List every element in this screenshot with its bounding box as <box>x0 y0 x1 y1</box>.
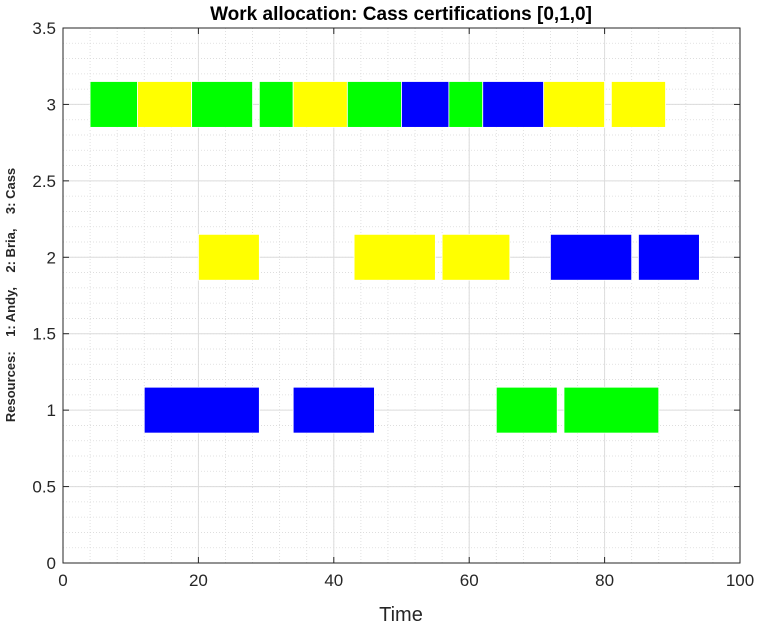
x-axis-label: Time <box>379 604 423 626</box>
task-bar-resource-2 <box>353 233 436 281</box>
task-bar-resource-1 <box>563 386 660 434</box>
task-bar-resource-3 <box>137 81 193 128</box>
task-bar-resource-3 <box>610 81 666 128</box>
task-bar-resource-2 <box>550 233 633 281</box>
task-bar-resource-3 <box>401 81 450 128</box>
task-bar-resource-3 <box>258 81 294 128</box>
y-tick-label: 1 <box>47 401 56 420</box>
task-bar-resource-3 <box>448 81 484 128</box>
task-bar-resource-2 <box>197 233 260 281</box>
y-tick-label: 3 <box>47 95 56 114</box>
plot-area-border <box>62 27 741 564</box>
y-tick-label: 3.5 <box>32 19 56 38</box>
task-bar-resource-1 <box>143 386 260 434</box>
chart-title: Work allocation: Cass certifications [0,… <box>210 4 592 25</box>
axis-ticks <box>62 27 741 564</box>
task-bar-resource-1 <box>495 386 558 434</box>
task-bar-resource-3 <box>482 81 545 128</box>
x-tick-label: 60 <box>460 571 479 590</box>
y-tick-label: 2.5 <box>32 172 56 191</box>
y-axis-label: Resources: 1: Andy, 2: Bria, 3: Cass <box>3 168 18 422</box>
x-tick-label: 20 <box>189 571 208 590</box>
task-bar-resource-2 <box>441 233 511 281</box>
task-bar-resource-3 <box>89 81 138 128</box>
task-bar-resource-3 <box>346 81 402 128</box>
x-tick-label: 80 <box>595 571 614 590</box>
y-tick-label: 1.5 <box>32 325 56 344</box>
task-bar-resource-3 <box>543 81 605 128</box>
task-bars <box>89 81 700 434</box>
task-bar-resource-2 <box>638 233 700 281</box>
x-tick-label: 100 <box>726 571 754 590</box>
y-tick-label: 2 <box>47 248 56 267</box>
task-bar-resource-3 <box>292 81 348 128</box>
y-tick-label: 0.5 <box>32 478 56 497</box>
task-bar-resource-3 <box>191 81 253 128</box>
y-axis-tick-labels: 0 0.5 1 1.5 2 2.5 3 3.5 <box>32 19 56 573</box>
y-tick-label: 0 <box>47 554 56 573</box>
x-tick-label: 0 <box>58 571 67 590</box>
x-tick-label: 40 <box>324 571 343 590</box>
task-bar-resource-1 <box>292 386 375 434</box>
x-axis-tick-labels: 0 20 40 60 80 100 <box>58 571 754 590</box>
